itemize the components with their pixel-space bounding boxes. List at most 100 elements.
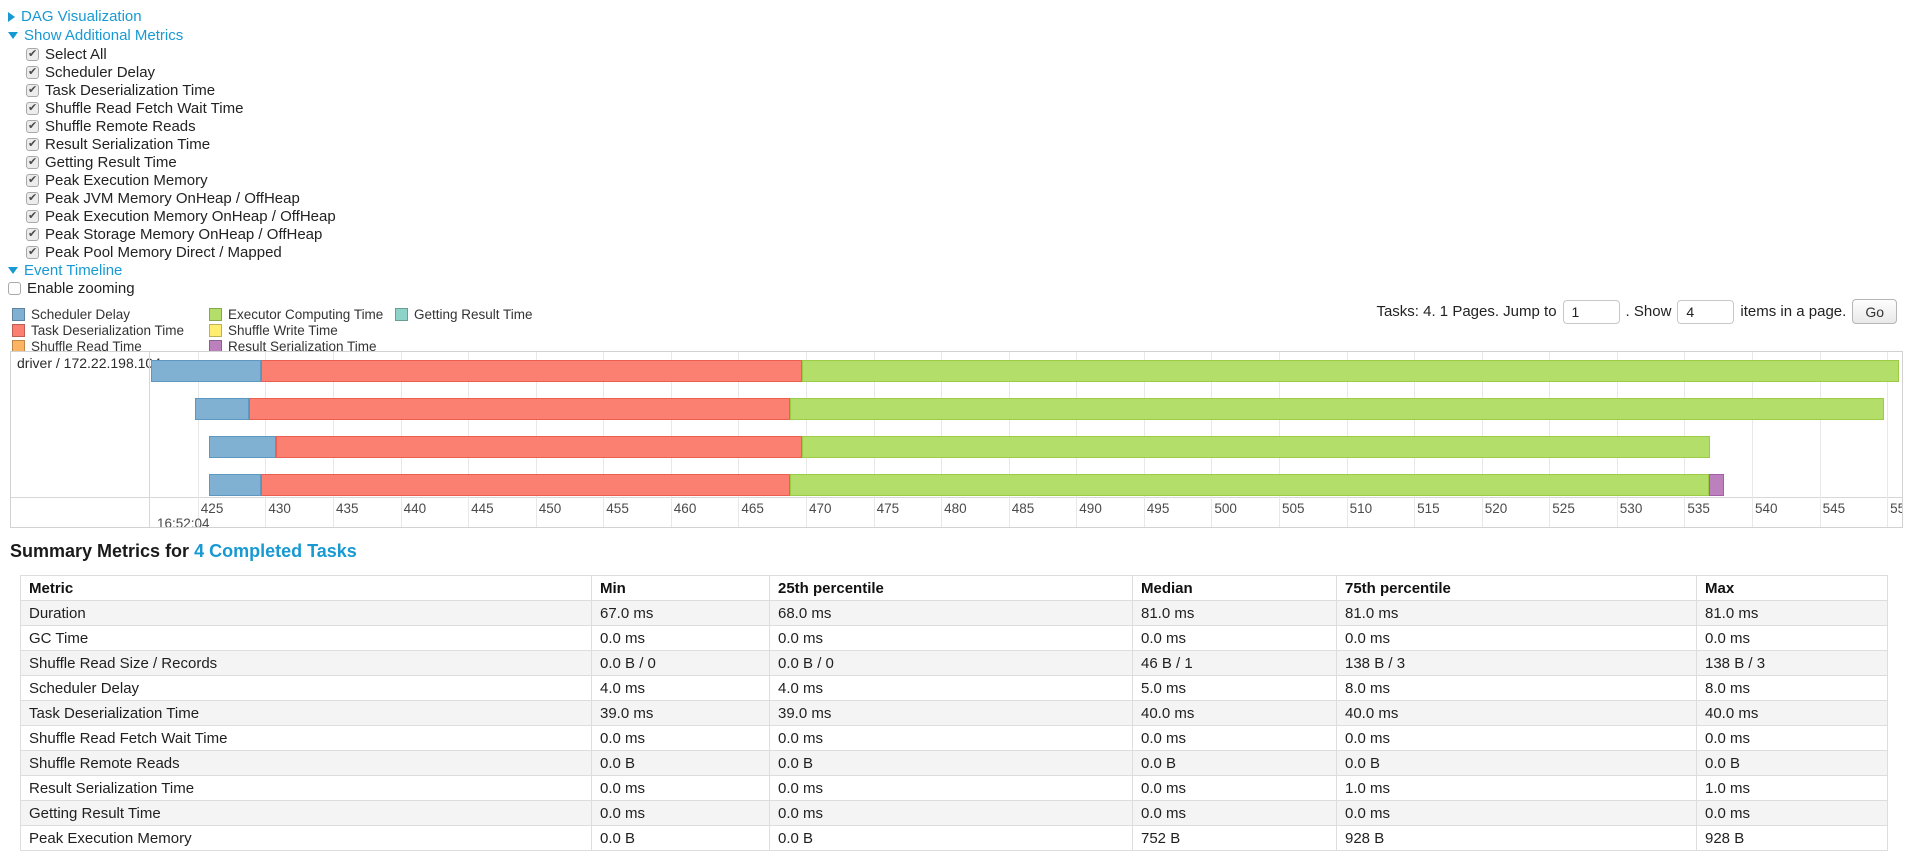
metric-value-cell: 0.0 B / 0 (591, 650, 770, 676)
legend-label: Getting Result Time (414, 306, 533, 322)
metric-value-cell: 46 B / 1 (1132, 650, 1337, 676)
metric-value-cell: 928 B (1336, 825, 1697, 851)
expanded-arrow-icon (8, 32, 18, 39)
pagination-items-text: items in a page. (1740, 303, 1847, 320)
task-2-segment-scheduler-delay[interactable] (208, 436, 277, 458)
axis-tick-label: 530 (1619, 501, 1643, 516)
summary-metrics-heading: Summary Metrics for 4 Completed Tasks (10, 541, 357, 562)
task-3-segment-task-deserialization-time[interactable] (261, 474, 790, 496)
metric-value-cell: 138 B / 3 (1336, 650, 1697, 676)
metric-checkbox-row: Scheduler Delay (26, 63, 336, 81)
axis-tick-label: 485 (1011, 501, 1035, 516)
task-deserialization-time-color-swatch-icon (12, 323, 25, 337)
metric-value-cell: 40.0 ms (1696, 700, 1888, 726)
task-0-segment-executor-computing-time[interactable] (801, 360, 1900, 382)
axis-tick-label: 495 (1146, 501, 1170, 516)
table-row-gc-time: GC Time 0.0 ms 0.0 ms 0.0 ms 0.0 ms 0.0 ms (20, 625, 1888, 651)
metric-value-cell: 0.0 B (1696, 750, 1888, 776)
metric-value-cell: 8.0 ms (1336, 675, 1697, 701)
checkbox-scheduler-delay[interactable] (26, 65, 39, 79)
axis-tick-label: 445 (471, 501, 494, 516)
column-header-metric: Metric (20, 575, 592, 601)
checkbox-peak-execution-memory-onheap-offheap[interactable] (26, 209, 39, 223)
metric-name-cell: Getting Result Time (20, 800, 592, 826)
table-row-task-deserialization-time: Task Deserialization Time 39.0 ms 39.0 ms 4… (20, 700, 1888, 726)
legend-item-scheduler-delay: Scheduler Delay (12, 307, 209, 322)
legend-row: Scheduler Delay Executor Computing Time Ge… (12, 306, 533, 322)
table-row-getting-result-time: Getting Result Time 0.0 ms 0.0 ms 0.0 ms 0.0… (20, 800, 1888, 826)
metric-name-cell: Shuffle Read Fetch Wait Time (20, 725, 592, 751)
shuffle-write-time-color-swatch-icon (209, 323, 222, 337)
task-2-segment-task-deserialization-time[interactable] (276, 436, 802, 458)
task-pagination: Tasks: 4. 1 Pages. Jump to . Show items … (1376, 299, 1897, 324)
axis-tick-label: 455 (606, 501, 629, 516)
task-0-segment-scheduler-delay[interactable] (150, 360, 262, 382)
axis-tick-label: 490 (1079, 501, 1102, 516)
event-timeline-toggle[interactable]: Event Timeline (8, 262, 122, 279)
legend-item-shuffle-read-time: Shuffle Read Time (12, 339, 209, 354)
task-1-segment-task-deserialization-time[interactable] (249, 398, 790, 420)
table-row-result-serialization-time: Result Serialization Time 0.0 ms 0.0 ms 0.0… (20, 775, 1888, 801)
task-1-segment-executor-computing-time[interactable] (789, 398, 1885, 420)
metric-value-cell: 81.0 ms (1696, 600, 1888, 626)
label-column-divider (149, 352, 150, 527)
axis-tick-label: 520 (1484, 501, 1508, 516)
checkbox-label: Shuffle Read Fetch Wait Time (45, 99, 244, 117)
checkbox-peak-execution-memory[interactable] (26, 173, 39, 187)
axis-tick-label: 440 (403, 501, 427, 516)
metric-value-cell: 0.0 ms (591, 625, 770, 651)
metric-value-cell: 0.0 B (769, 825, 1133, 851)
task-0-segment-task-deserialization-time[interactable] (261, 360, 802, 382)
checkbox-result-serialization-time[interactable] (26, 137, 39, 151)
scheduler-delay-color-swatch-icon (12, 307, 25, 321)
checkbox-task-deserialization-time[interactable] (26, 83, 39, 97)
jump-to-page-input[interactable] (1562, 299, 1620, 324)
metric-value-cell: 5.0 ms (1132, 675, 1337, 701)
task-3-segment-result-serialization-time[interactable] (1708, 474, 1724, 496)
go-button[interactable]: Go (1852, 299, 1897, 324)
show-additional-metrics-toggle[interactable]: Show Additional Metrics (8, 27, 183, 44)
getting-result-time-color-swatch-icon (395, 307, 408, 321)
dag-visualization-toggle[interactable]: DAG Visualization (8, 8, 142, 25)
checkbox-label: Peak JVM Memory OnHeap / OffHeap (45, 189, 300, 207)
checkbox-peak-jvm-memory-onheap-offheap[interactable] (26, 191, 39, 205)
task-3-segment-scheduler-delay[interactable] (208, 474, 262, 496)
metric-checkbox-row: Peak JVM Memory OnHeap / OffHeap (26, 189, 336, 207)
checkbox-getting-result-time[interactable] (26, 155, 39, 169)
checkbox-peak-pool-memory-direct-mapped[interactable] (26, 245, 39, 259)
checkbox-shuffle-read-fetch-wait-time[interactable] (26, 101, 39, 115)
timeline-legend: Scheduler Delay Executor Computing Time Ge… (12, 306, 533, 354)
metric-value-cell: 39.0 ms (591, 700, 770, 726)
axis-tick-label: 545 (1822, 501, 1846, 516)
axis-start-time-label: 16:52:04 (157, 516, 210, 527)
checkbox-shuffle-remote-reads[interactable] (26, 119, 39, 133)
completed-tasks-link[interactable]: 4 Completed Tasks (194, 541, 357, 561)
checkbox-peak-storage-memory-onheap-offheap[interactable] (26, 227, 39, 241)
enable-zooming-checkbox[interactable] (8, 282, 21, 295)
checkbox-label: Peak Storage Memory OnHeap / OffHeap (45, 225, 323, 243)
column-header-75th-percentile: 75th percentile (1336, 575, 1697, 601)
task-1-segment-scheduler-delay[interactable] (195, 398, 250, 420)
metric-value-cell: 0.0 ms (1336, 800, 1697, 826)
metric-value-cell: 0.0 ms (591, 775, 770, 801)
event-timeline-link[interactable]: Event Timeline (24, 262, 123, 279)
metric-value-cell: 81.0 ms (1132, 600, 1337, 626)
metric-value-cell: 81.0 ms (1336, 600, 1697, 626)
checkbox-select-all[interactable] (26, 47, 39, 61)
axis-tick-label: 450 (538, 501, 562, 516)
metric-value-cell: 0.0 B / 0 (769, 650, 1133, 676)
metric-value-cell: 0.0 ms (769, 625, 1133, 651)
metric-checkbox-row: Result Serialization Time (26, 135, 336, 153)
event-timeline-chart: driver / 172.22.198.104 425 430 435 440 445 4… (10, 351, 1903, 528)
show-additional-metrics-link[interactable]: Show Additional Metrics (24, 27, 184, 44)
task-2-segment-executor-computing-time[interactable] (801, 436, 1711, 458)
metric-value-cell: 0.0 B (591, 825, 770, 851)
executor-row-label: driver / 172.22.198.104 (17, 355, 161, 371)
metric-checkbox-row: Shuffle Remote Reads (26, 117, 336, 135)
enable-zooming-label: Enable zooming (27, 280, 135, 297)
task-3-segment-executor-computing-time[interactable] (789, 474, 1709, 496)
dag-visualization-link[interactable]: DAG Visualization (21, 8, 142, 25)
items-per-page-input[interactable] (1677, 299, 1735, 324)
legend-item-getting-result-time: Getting Result Time (395, 307, 533, 322)
